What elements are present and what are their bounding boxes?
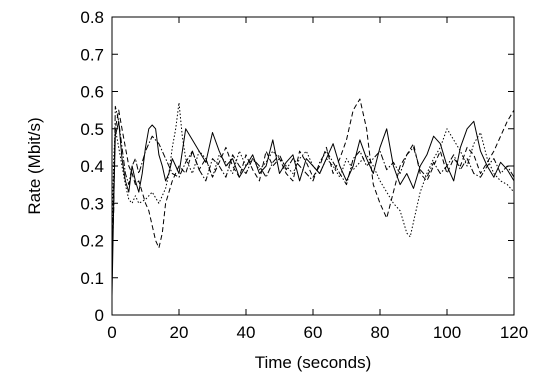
y-tick-label: 0.3 bbox=[80, 194, 104, 213]
series-line-3 bbox=[111, 102, 515, 241]
x-axis: 0 20 40 60 80 100 120 bbox=[107, 17, 528, 342]
y-tick-label: 0.4 bbox=[80, 157, 104, 176]
x-tick-label: 80 bbox=[371, 323, 390, 342]
series-layer bbox=[111, 98, 515, 297]
y-tick-label: 0.7 bbox=[80, 45, 104, 64]
x-tick-label: 20 bbox=[170, 323, 189, 342]
y-axis-label: Rate (Mbit/s) bbox=[25, 117, 44, 214]
y-tick-label: 0.1 bbox=[80, 269, 104, 288]
series-line-4 bbox=[111, 105, 515, 260]
y-tick-label: 0.8 bbox=[80, 8, 104, 27]
y-tick-label: 0 bbox=[95, 306, 104, 325]
x-tick-label: 60 bbox=[304, 323, 323, 342]
series-line-1 bbox=[111, 120, 515, 297]
y-tick-label: 0.6 bbox=[80, 83, 104, 102]
x-axis-label: Time (seconds) bbox=[255, 353, 372, 372]
x-tick-label: 120 bbox=[500, 323, 528, 342]
x-tick-label: 0 bbox=[107, 323, 116, 342]
y-axis: 0 0.1 0.2 0.3 0.4 0.5 0.6 0.7 0.8 bbox=[80, 8, 514, 325]
x-tick-label: 40 bbox=[237, 323, 256, 342]
y-tick-label: 0.2 bbox=[80, 232, 104, 251]
x-tick-label: 100 bbox=[433, 323, 461, 342]
y-tick-label: 0.5 bbox=[80, 120, 104, 139]
series-line-2 bbox=[111, 98, 515, 278]
